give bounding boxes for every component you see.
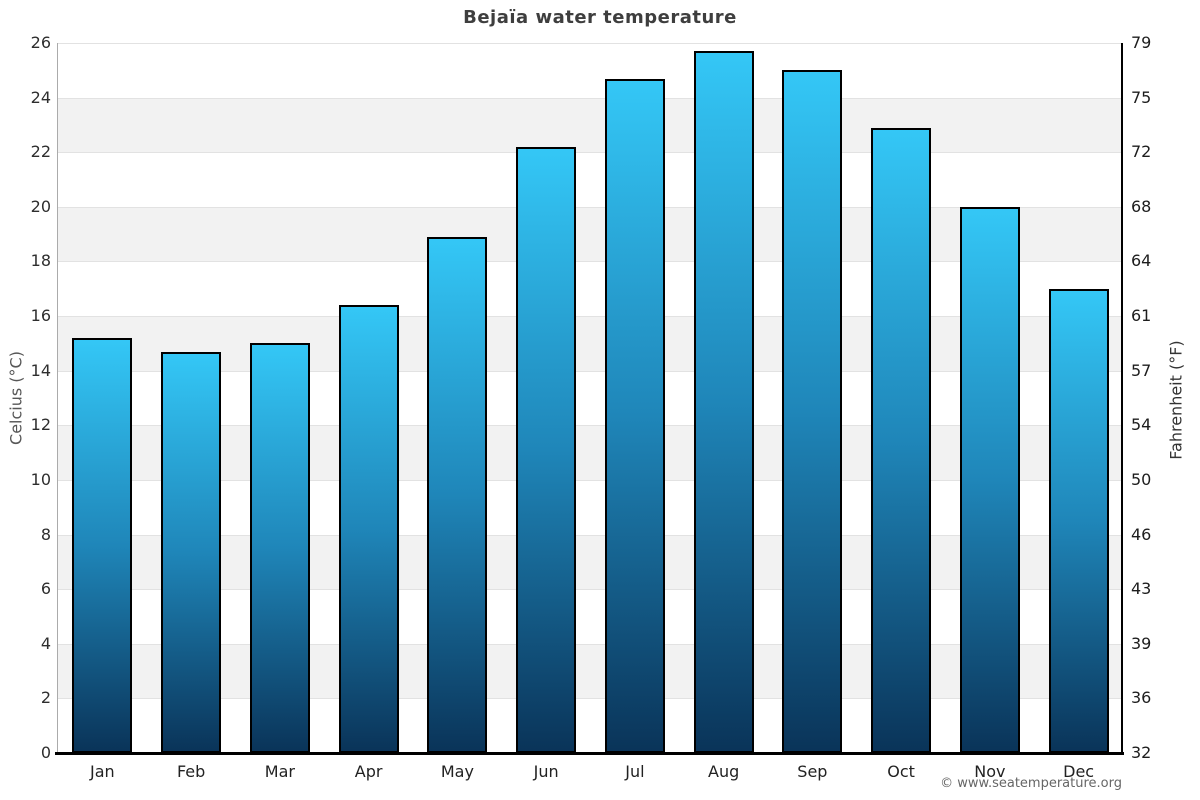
y-tick-fahrenheit: 54: [1131, 415, 1152, 435]
y-axis-line-right: [1121, 43, 1123, 753]
y-tick-fahrenheit: 79: [1131, 33, 1152, 52]
y-tick-celsius: 2: [40, 688, 51, 708]
y-tick-celsius: 16: [30, 306, 51, 326]
plot-band: [58, 316, 1123, 371]
gridline: [58, 698, 1123, 700]
y-tick-fahrenheit: 36: [1131, 688, 1152, 708]
bar-apr[interactable]: [338, 305, 399, 753]
plot-band: [58, 206, 1123, 262]
y-tick-fahrenheit: 61: [1131, 306, 1152, 326]
plot-band: [58, 261, 1123, 317]
gridline: [58, 206, 1123, 208]
bar-sep[interactable]: [782, 70, 843, 753]
plot-band: [58, 479, 1123, 535]
bar-mar[interactable]: [249, 343, 310, 753]
plot-band: [58, 698, 1123, 753]
bar-jul[interactable]: [604, 78, 665, 753]
plot-band: [58, 425, 1123, 480]
x-tick-sep: Sep: [797, 762, 828, 781]
x-tick-jun: Jun: [533, 762, 559, 781]
x-tick-may: May: [440, 762, 474, 781]
plot-band: [58, 534, 1123, 590]
y-tick-celsius: 22: [30, 142, 51, 162]
copyright-credit: © www.seatemperature.org: [940, 776, 1122, 791]
y-tick-fahrenheit: 64: [1131, 251, 1152, 271]
bar-dec[interactable]: [1048, 288, 1109, 753]
chart-title: Bejaïa water temperature: [463, 7, 737, 28]
bar-aug[interactable]: [693, 51, 754, 753]
plot-band: [58, 43, 1123, 98]
y-tick-celsius: 10: [30, 469, 51, 489]
plot-band: [58, 370, 1123, 426]
x-tick-feb: Feb: [176, 762, 206, 781]
y-axis-line-left: [57, 43, 58, 753]
plot-band: [58, 643, 1123, 699]
y-tick-fahrenheit: 32: [1131, 743, 1152, 762]
gridline: [58, 261, 1123, 263]
gridline: [58, 479, 1123, 481]
y-tick-fahrenheit: 72: [1131, 142, 1152, 162]
x-tick-jul: Jul: [625, 762, 645, 781]
plot-band: [58, 589, 1123, 644]
gridline: [58, 43, 1123, 44]
x-tick-aug: Aug: [708, 762, 740, 781]
gridline: [58, 316, 1123, 318]
y-tick-fahrenheit: 68: [1131, 196, 1152, 216]
y-tick-fahrenheit: 46: [1131, 524, 1152, 544]
gridline: [58, 643, 1123, 645]
x-tick-nov: Nov: [974, 762, 1006, 781]
y-tick-celsius: 24: [30, 87, 51, 107]
y-tick-fahrenheit: 39: [1131, 633, 1152, 653]
y-tick-celsius: 18: [30, 251, 51, 271]
gridline: [58, 589, 1123, 591]
bar-nov[interactable]: [959, 206, 1020, 753]
celsius-axis-title: Celcius (°C): [6, 351, 26, 445]
y-tick-celsius: 0: [40, 743, 51, 762]
plot-band: [58, 97, 1123, 153]
x-tick-mar: Mar: [264, 762, 295, 781]
y-tick-fahrenheit: 57: [1131, 360, 1152, 380]
gridline: [58, 97, 1123, 99]
y-tick-celsius: 20: [30, 196, 51, 216]
y-tick-celsius: 8: [40, 524, 51, 544]
bar-jun[interactable]: [516, 146, 577, 753]
x-tick-dec: Dec: [1063, 762, 1095, 781]
bar-oct[interactable]: [871, 127, 932, 753]
y-tick-celsius: 6: [40, 579, 51, 599]
y-tick-celsius: 4: [40, 633, 51, 653]
plot-band: [58, 152, 1123, 207]
x-tick-apr: Apr: [354, 762, 383, 781]
gridline: [58, 370, 1123, 372]
y-tick-celsius: 26: [30, 33, 51, 52]
y-tick-celsius: 12: [30, 415, 51, 435]
y-tick-fahrenheit: 75: [1131, 87, 1152, 107]
x-tick-oct: Oct: [887, 762, 915, 781]
bar-jan[interactable]: [72, 337, 133, 753]
y-tick-fahrenheit: 43: [1131, 579, 1152, 599]
bar-may[interactable]: [427, 236, 488, 753]
x-tick-jan: Jan: [90, 762, 115, 781]
gridline: [58, 534, 1123, 536]
bar-feb[interactable]: [161, 351, 222, 753]
y-tick-fahrenheit: 50: [1131, 469, 1152, 489]
gridline: [58, 152, 1123, 154]
x-axis-line: [55, 752, 1124, 755]
y-tick-celsius: 14: [30, 360, 51, 380]
fahrenheit-axis-title: Fahrenheit (°F): [1166, 340, 1186, 460]
gridline: [58, 425, 1123, 427]
